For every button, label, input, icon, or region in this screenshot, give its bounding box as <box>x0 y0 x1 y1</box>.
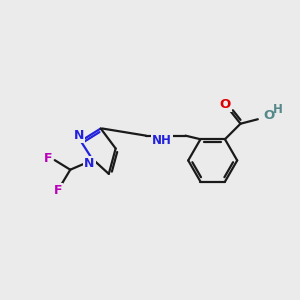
Text: N: N <box>84 157 94 170</box>
Text: F: F <box>44 152 52 165</box>
Text: F: F <box>53 184 62 196</box>
Text: H: H <box>273 103 282 116</box>
Text: O: O <box>219 98 231 111</box>
Text: N: N <box>74 129 84 142</box>
Text: NH: NH <box>152 134 172 147</box>
Text: O: O <box>263 109 275 122</box>
